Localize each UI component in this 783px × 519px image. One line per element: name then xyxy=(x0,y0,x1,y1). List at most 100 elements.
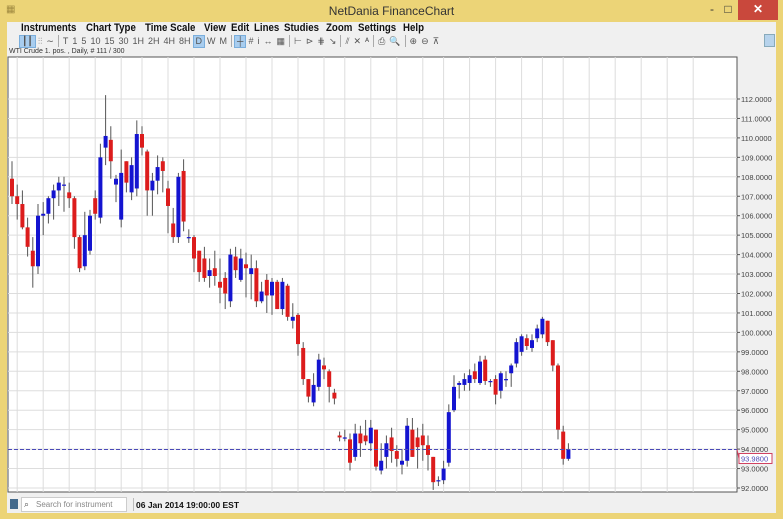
candle xyxy=(379,443,384,475)
candle xyxy=(566,443,571,461)
candle-body xyxy=(140,134,144,148)
menu-lines[interactable]: Lines xyxy=(253,22,279,34)
timescale-t[interactable]: T xyxy=(62,35,69,46)
candle-body xyxy=(233,256,238,271)
menu-edit[interactable]: Edit xyxy=(230,22,250,34)
candle xyxy=(212,250,217,286)
y-tick-label: 104.0000 xyxy=(741,251,772,260)
candle xyxy=(462,373,467,391)
timescale-m[interactable]: M xyxy=(219,35,228,46)
candle xyxy=(467,369,472,391)
y-tick-label: 110.0000 xyxy=(741,134,772,143)
zoom-out-icon[interactable]: ⊖ xyxy=(421,35,429,46)
candle xyxy=(535,324,540,343)
candle xyxy=(530,334,534,352)
close-button[interactable]: ✕ xyxy=(738,0,778,20)
timescale-10[interactable]: 10 xyxy=(90,35,101,46)
status-bar: Search for instrument ⌕ 06 Jan 2014 19:0… xyxy=(7,497,776,513)
candle-body xyxy=(374,429,378,467)
candle xyxy=(233,246,238,278)
print-preview-icon[interactable]: 🔍 xyxy=(389,35,401,46)
y-tick-label: 111.0000 xyxy=(741,114,771,123)
crosshair-icon[interactable]: ┼ xyxy=(234,34,247,48)
timescale-15[interactable]: 15 xyxy=(104,35,115,46)
candle-body xyxy=(114,178,118,185)
toolbar-separator xyxy=(231,35,233,47)
candle xyxy=(285,283,290,321)
candle-body xyxy=(72,198,77,238)
line-tool-icon[interactable]: ⊢ xyxy=(293,35,302,46)
candle-body xyxy=(535,328,540,339)
menu-studies[interactable]: Studies xyxy=(284,22,320,34)
menu-time-scale[interactable]: Time Scale xyxy=(144,22,196,34)
candle xyxy=(493,375,498,405)
candle-body xyxy=(244,264,248,269)
candle-body xyxy=(441,468,446,481)
search-input[interactable]: Search for instrument xyxy=(21,497,127,512)
timescale-2h[interactable]: 2H xyxy=(148,35,160,46)
candle-body xyxy=(238,258,243,280)
ray-tool-icon[interactable]: ⊳ xyxy=(305,35,314,46)
candle-body xyxy=(98,157,103,218)
timescale-1h[interactable]: 1H xyxy=(132,35,144,46)
candle-body xyxy=(483,359,488,382)
draw-line-icon[interactable]: ⫽ xyxy=(345,35,350,46)
timescale-w[interactable]: W xyxy=(207,35,216,46)
menu-zoom[interactable]: Zoom xyxy=(326,22,353,34)
candle-body xyxy=(550,340,555,366)
candle-body xyxy=(446,412,451,463)
candle xyxy=(327,369,332,403)
candlestick-icon[interactable]: ┃┃ xyxy=(19,34,36,48)
candle-body xyxy=(259,291,264,302)
candle-body xyxy=(25,227,30,247)
candle-body xyxy=(134,134,139,189)
line-chart-icon[interactable]: ∼ xyxy=(46,35,54,46)
fit-icon[interactable]: ⊼ xyxy=(432,35,440,46)
autoscale-icon[interactable]: ▦ xyxy=(276,35,285,46)
timescale-1[interactable]: 1 xyxy=(72,35,78,46)
print-icon[interactable]: ⎙ xyxy=(378,35,386,46)
scroll-icon[interactable]: ↔ xyxy=(263,35,273,46)
candle xyxy=(124,161,129,193)
candle-body xyxy=(249,268,254,275)
candle-body xyxy=(223,277,228,294)
candle-body xyxy=(545,320,550,343)
candle-body xyxy=(46,198,51,214)
candle xyxy=(504,371,508,387)
candle xyxy=(98,143,103,224)
menu-chart-type[interactable]: Chart Type xyxy=(85,22,136,34)
candle xyxy=(259,281,264,304)
minimize-button[interactable]: - xyxy=(710,2,714,16)
grid-icon[interactable]: # xyxy=(248,35,254,46)
menu-help[interactable]: Help xyxy=(403,22,425,34)
info-icon[interactable]: i xyxy=(257,35,260,46)
candle-body xyxy=(166,188,170,206)
timescale-30[interactable]: 30 xyxy=(118,35,129,46)
timescale-5[interactable]: 5 xyxy=(81,35,87,46)
candle xyxy=(186,229,191,243)
menu-settings[interactable]: Settings xyxy=(357,22,397,34)
zoom-in-icon[interactable]: ⊕ xyxy=(409,35,418,46)
fibonacci-icon[interactable]: ⋕ xyxy=(317,35,325,46)
price-chart[interactable]: 92.0000 93.0000 94.0000 95.0000 96.0000 97.00… xyxy=(7,56,776,496)
timescale-d[interactable]: D xyxy=(192,34,206,48)
menu-instruments[interactable]: Instruments xyxy=(21,22,77,34)
menu-view[interactable]: View xyxy=(203,22,226,34)
text-tool-icon[interactable]: ᴬ xyxy=(365,35,370,46)
maximize-button[interactable]: □ xyxy=(724,2,732,16)
y-tick-label: 94.0000 xyxy=(741,445,768,454)
panel-toggle-button[interactable] xyxy=(764,34,775,47)
candle xyxy=(41,202,46,236)
candle xyxy=(368,419,373,452)
bar-chart-icon[interactable]: ⫶⫶ xyxy=(37,35,43,46)
candle xyxy=(332,388,337,405)
arrow-tool-icon[interactable]: ↘ xyxy=(328,35,337,46)
candle-body xyxy=(218,281,222,288)
candle-body xyxy=(498,373,503,391)
candle-body xyxy=(400,460,404,465)
timescale-4h[interactable]: 4H xyxy=(163,35,176,46)
candle xyxy=(498,371,503,399)
app-window: Instruments Chart Type Time Scale View Edit L… xyxy=(7,22,776,513)
delete-icon[interactable]: ✕ xyxy=(353,35,362,46)
timescale-8h[interactable]: 8H xyxy=(179,35,191,46)
